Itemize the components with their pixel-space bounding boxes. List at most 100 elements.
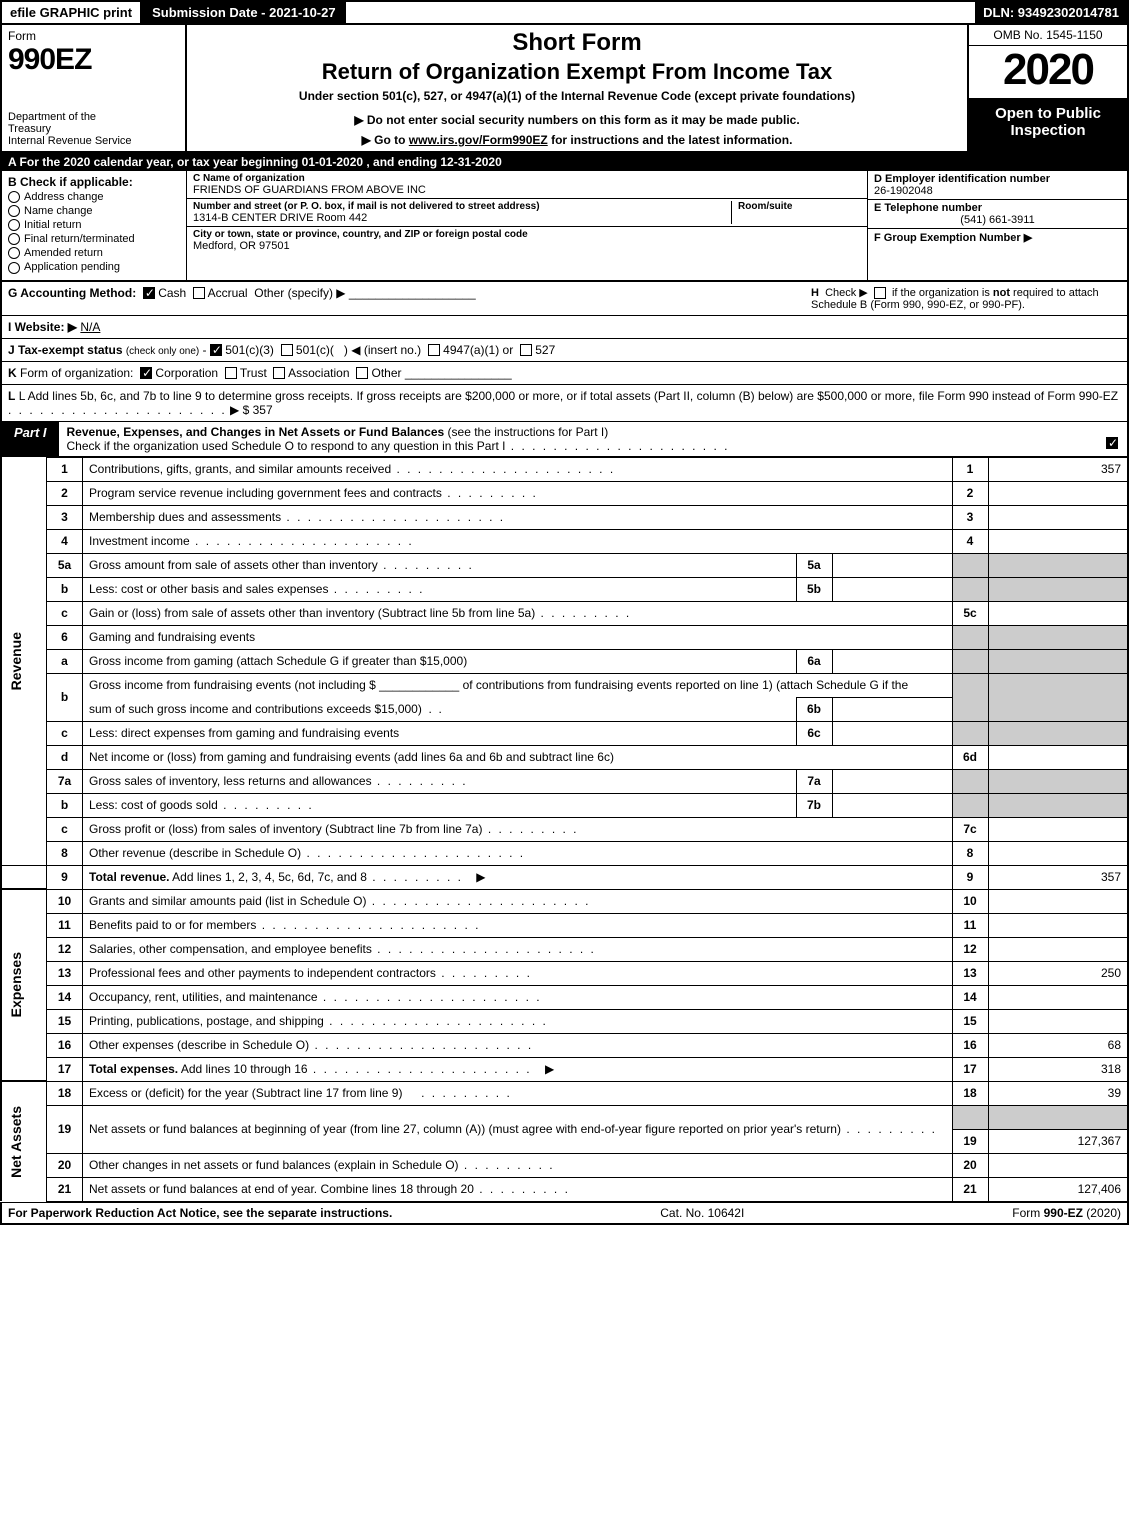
under-section-text: Under section 501(c), 527, or 4947(a)(1)…: [299, 89, 855, 103]
form-header: Form 990EZ Department of theTreasuryInte…: [0, 25, 1129, 153]
row-16-lineno: 16: [952, 1033, 988, 1057]
part-1-tab: Part I: [2, 422, 59, 456]
row-6c-num: c: [47, 721, 83, 745]
row-18-num: 18: [47, 1081, 83, 1105]
row-6b-sublbl: 6b: [796, 697, 832, 721]
row-21-amt: 127,406: [988, 1177, 1128, 1201]
row-7b-shade1: [952, 793, 988, 817]
row-21-num: 21: [47, 1177, 83, 1201]
checkbox-trust[interactable]: [225, 367, 237, 379]
row-10-amt: [988, 889, 1128, 913]
row-6a-num: a: [47, 649, 83, 673]
row-12-lineno: 12: [952, 937, 988, 961]
row-15-num: 15: [47, 1009, 83, 1033]
checkbox-h[interactable]: [874, 287, 886, 299]
row-17-lineno: 17: [952, 1057, 988, 1081]
row-18-amt: 39: [988, 1081, 1128, 1105]
row-5b-sublbl: 5b: [796, 577, 832, 601]
submission-date: Submission Date - 2021-10-27: [142, 2, 346, 23]
ssn-notice: ▶ Do not enter social security numbers o…: [354, 113, 799, 127]
row-6a-sublbl: 6a: [796, 649, 832, 673]
org-room-label: Room/suite: [738, 201, 861, 212]
row-5a-shade2: [988, 553, 1128, 577]
checkbox-application-pending[interactable]: Application pending: [8, 261, 180, 273]
org-street-label: Number and street (or P. O. box, if mail…: [193, 201, 540, 212]
line-k: K Form of organization: Corporation Trus…: [0, 362, 1129, 385]
row-15-amt: [988, 1009, 1128, 1033]
row-15-desc: Printing, publications, postage, and shi…: [83, 1009, 953, 1033]
irs-link[interactable]: www.irs.gov/Form990EZ: [409, 133, 548, 147]
line-i: I Website: ▶ N/A: [0, 316, 1129, 339]
row-1-amt: 357: [988, 457, 1128, 481]
row-7a-desc: Gross sales of inventory, less returns a…: [83, 769, 797, 793]
i-label: I Website: ▶: [8, 320, 77, 334]
checkbox-corporation[interactable]: [140, 367, 152, 379]
row-6-desc: Gaming and fundraising events: [83, 625, 953, 649]
checkbox-501c3[interactable]: [210, 344, 222, 356]
checkbox-501c[interactable]: [281, 344, 293, 356]
checkbox-association[interactable]: [273, 367, 285, 379]
line-h: H Check ▶ if the organization is not req…: [801, 286, 1121, 311]
row-20-num: 20: [47, 1153, 83, 1177]
row-5b-subamt: [832, 577, 952, 601]
checkbox-cash[interactable]: [143, 287, 155, 299]
group-exemption-label: F Group Exemption Number ▶: [874, 231, 1121, 244]
tax-period-bar: A For the 2020 calendar year, or tax yea…: [0, 153, 1129, 171]
row-17-amt: 318: [988, 1057, 1128, 1081]
org-street: 1314-B CENTER DRIVE Room 442: [193, 212, 540, 224]
checkbox-address-change[interactable]: Address change: [8, 191, 180, 203]
l-amount: ▶ $ 357: [230, 403, 273, 417]
row-6b-desc2: sum of such gross income and contributio…: [83, 697, 797, 721]
checkbox-4947[interactable]: [428, 344, 440, 356]
row-20-desc: Other changes in net assets or fund bala…: [83, 1153, 953, 1177]
section-b-label: B Check if applicable:: [8, 175, 180, 189]
checkbox-initial-return[interactable]: Initial return: [8, 219, 180, 231]
row-6b-subamt: [832, 697, 952, 721]
row-7b-shade2: [988, 793, 1128, 817]
tax-year: 2020: [969, 46, 1127, 99]
info-block: B Check if applicable: Address change Na…: [0, 171, 1129, 282]
ein-label: D Employer identification number: [874, 173, 1121, 185]
efile-print-button[interactable]: efile GRAPHIC print: [2, 2, 142, 23]
checkbox-accrual[interactable]: [193, 287, 205, 299]
row-6c-subamt: [832, 721, 952, 745]
row-10-num: 10: [47, 889, 83, 913]
cash-label: Cash: [158, 286, 186, 300]
checkbox-other[interactable]: [356, 367, 368, 379]
org-name-label: C Name of organization: [193, 173, 861, 184]
group-exemption-cell: F Group Exemption Number ▶: [868, 229, 1127, 280]
top-bar-left: efile GRAPHIC print Submission Date - 20…: [2, 2, 346, 23]
row-7c-amt: [988, 817, 1128, 841]
part-1-checkbox[interactable]: [1106, 437, 1118, 449]
row-4-lineno: 4: [952, 529, 988, 553]
row-13-desc: Professional fees and other payments to …: [83, 961, 953, 985]
row-8-num: 8: [47, 841, 83, 865]
row-8-desc: Other revenue (describe in Schedule O): [83, 841, 953, 865]
row-16-amt: 68: [988, 1033, 1128, 1057]
row-6d-desc: Net income or (loss) from gaming and fun…: [83, 745, 953, 769]
row-5c-num: c: [47, 601, 83, 625]
open-public-badge: Open to Public Inspection: [969, 99, 1127, 151]
org-city-label: City or town, state or province, country…: [193, 229, 861, 240]
checkbox-527[interactable]: [520, 344, 532, 356]
page-footer: For Paperwork Reduction Act Notice, see …: [0, 1202, 1129, 1225]
row-6c-shade1: [952, 721, 988, 745]
row-5c-desc: Gain or (loss) from sale of assets other…: [83, 601, 953, 625]
row-17-num: 17: [47, 1057, 83, 1081]
row-1-desc: Contributions, gifts, grants, and simila…: [83, 457, 953, 481]
part-1-title: Revenue, Expenses, and Changes in Net As…: [59, 422, 1097, 456]
row-12-desc: Salaries, other compensation, and employ…: [83, 937, 953, 961]
row-19-amt: 127,367: [988, 1129, 1128, 1153]
checkbox-name-change[interactable]: Name change: [8, 205, 180, 217]
row-6a-subamt: [832, 649, 952, 673]
form-number: 990EZ: [8, 43, 179, 77]
row-10-desc: Grants and similar amounts paid (list in…: [83, 889, 953, 913]
j-text: J Tax-exempt status (check only one) - 5…: [8, 343, 1121, 357]
org-name-row: C Name of organization FRIENDS OF GUARDI…: [187, 171, 867, 199]
checkbox-amended-return[interactable]: Amended return: [8, 247, 180, 259]
checkbox-final-return[interactable]: Final return/terminated: [8, 233, 180, 245]
row-2-desc: Program service revenue including govern…: [83, 481, 953, 505]
form-label: Form: [8, 29, 179, 43]
ein-value: 26-1902048: [874, 185, 1121, 197]
dln-number: DLN: 93492302014781: [975, 2, 1127, 23]
